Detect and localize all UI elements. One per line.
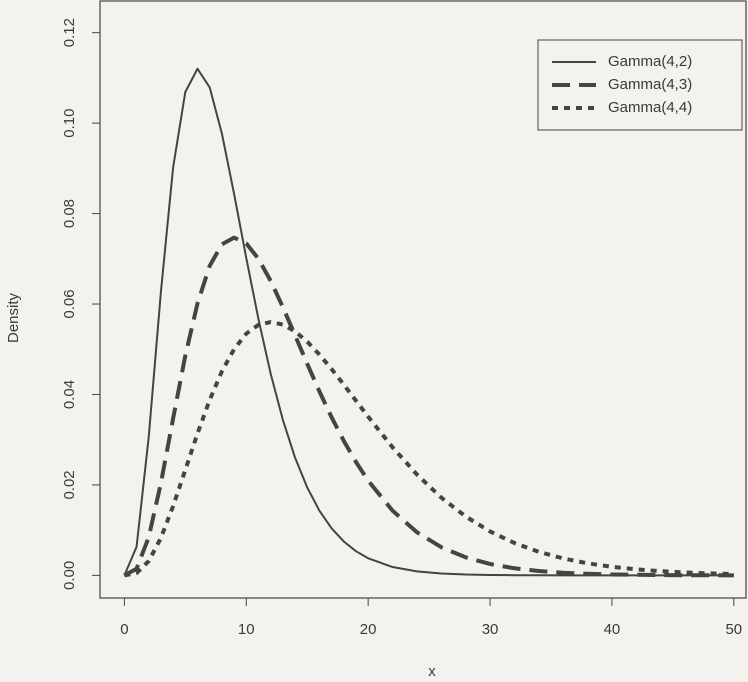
plot-frame xyxy=(99,0,747,599)
x-tick-label: 0 xyxy=(120,621,128,638)
x-tick-label: 30 xyxy=(482,621,499,638)
y-tick-label: 0.10 xyxy=(61,109,78,138)
x-tick-label: 10 xyxy=(238,621,255,638)
y-tick-label: 0.04 xyxy=(61,380,78,409)
x-tick-label: 20 xyxy=(360,621,377,638)
x-tick-label: 40 xyxy=(604,621,621,638)
y-tick-label: 0.12 xyxy=(61,18,78,47)
y-tick-label: 0.02 xyxy=(61,470,78,499)
y-tick-label: 0.06 xyxy=(61,289,78,318)
legend-label: Gamma(4,2) xyxy=(608,53,692,70)
legend-box xyxy=(537,39,743,131)
y-tick-label: 0.00 xyxy=(61,561,78,590)
legend-label: Gamma(4,4) xyxy=(608,99,692,116)
density-line xyxy=(123,235,734,578)
y-tick-label: 0.08 xyxy=(61,199,78,228)
x-axis-label: x xyxy=(428,663,436,680)
y-axis-label: Density xyxy=(5,292,22,343)
legend-label: Gamma(4,3) xyxy=(608,76,692,93)
x-tick-label: 50 xyxy=(725,621,742,638)
density-line xyxy=(124,320,734,578)
